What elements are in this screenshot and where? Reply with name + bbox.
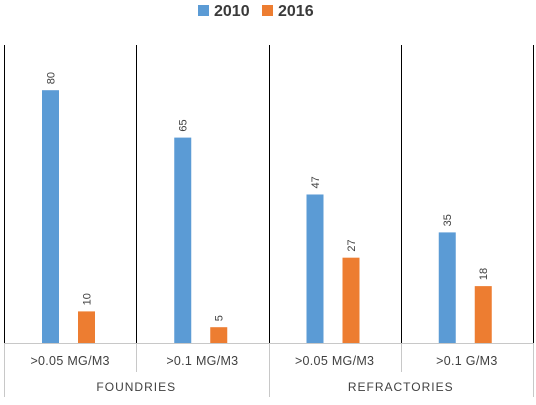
- legend-swatch-2016: [262, 5, 273, 16]
- x-tick-label: >0.1 G/M3: [436, 354, 497, 368]
- data-label: 10: [82, 293, 94, 305]
- group-label: FOUNDRIES: [96, 380, 176, 394]
- data-label: 18: [478, 268, 490, 280]
- group-label: REFRACTORIES: [348, 380, 454, 394]
- data-label: 65: [178, 119, 190, 131]
- bar-2010-0: [42, 90, 59, 343]
- legend-swatch-2010: [198, 5, 209, 16]
- plot-area: 80 10 >0.05 MG/M3 65 5 >0.1 MG/M3 47 27 >0.05 MG…: [4, 45, 534, 397]
- bar-2010-2: [306, 194, 324, 343]
- legend: 2010 2016: [198, 3, 314, 20]
- x-tick-label: >0.1 MG/M3: [166, 354, 238, 368]
- data-label: 5: [214, 315, 226, 321]
- bar-2016-3: [474, 286, 492, 343]
- legend-label-2016: 2016: [278, 3, 314, 20]
- data-label: 47: [310, 176, 322, 188]
- legend-label-2010: 2010: [214, 3, 250, 20]
- bar-2010-1: [174, 137, 192, 343]
- x-tick-label: >0.05 MG/M3: [295, 354, 374, 368]
- bar-2016-1: [210, 327, 228, 343]
- bar-2016-2: [342, 257, 360, 343]
- data-label: 27: [346, 239, 358, 251]
- bar-2010-3: [438, 232, 456, 343]
- data-label: 35: [442, 214, 454, 226]
- x-tick-label: >0.05 MG/M3: [30, 354, 109, 368]
- bar-2016-0: [78, 311, 95, 343]
- data-label: 80: [46, 72, 58, 84]
